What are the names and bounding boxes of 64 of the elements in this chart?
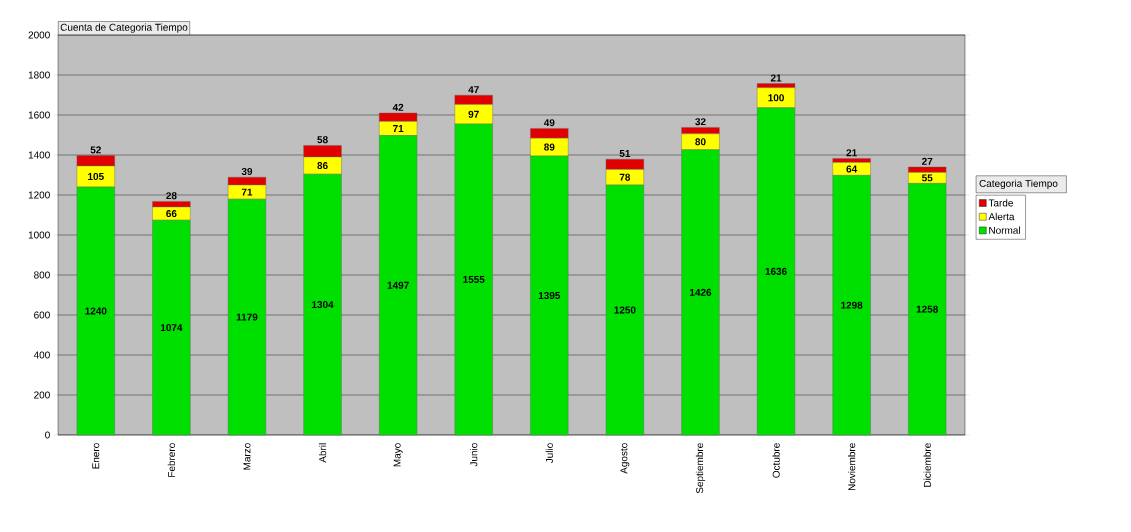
- y-tick-label: 800: [34, 271, 50, 279]
- y-tick-label: 400: [33, 351, 50, 359]
- data-label: 71: [393, 125, 404, 132]
- y-tick-label: 1000: [28, 231, 50, 239]
- data-label: 39: [241, 167, 253, 175]
- x-tick-label: Mayo: [393, 443, 403, 467]
- data-label: 49: [543, 119, 555, 127]
- x-tick-label: Agosto: [620, 443, 630, 474]
- y-tick-label: 1600: [28, 111, 50, 119]
- data-label: 47: [468, 86, 479, 93]
- y-tick-label: 1200: [28, 191, 50, 199]
- x-tick-label: Febrero: [167, 443, 176, 477]
- data-label: 21: [770, 74, 782, 82]
- data-label: 55: [921, 174, 933, 182]
- data-label: 86: [317, 162, 328, 170]
- x-tick-label: Enero: [92, 443, 100, 469]
- data-label: 1426: [690, 288, 712, 296]
- legend-label: Alerta: [988, 212, 1015, 221]
- data-label: 58: [317, 136, 328, 144]
- data-label: 1179: [236, 313, 258, 321]
- x-tick-label: Marzo: [243, 443, 251, 470]
- data-label: 80: [695, 138, 706, 146]
- data-label: 21: [846, 149, 857, 157]
- data-label: 1258: [916, 305, 938, 313]
- legend-label: Tarde: [988, 199, 1013, 207]
- data-label: 32: [695, 118, 706, 126]
- data-label: 100: [768, 94, 784, 102]
- y-tick-label: 1400: [28, 151, 50, 159]
- data-label: 1636: [765, 267, 787, 275]
- data-label: 28: [166, 192, 177, 200]
- data-label: 97: [468, 110, 479, 118]
- y-tick-label: 200: [34, 391, 50, 399]
- y-tick-label: 2000: [28, 31, 50, 39]
- y-tick-label: 0: [45, 431, 50, 439]
- data-label: 1074: [160, 324, 183, 332]
- x-tick-label: Octubre: [772, 443, 780, 478]
- y-tick-label: 600: [34, 311, 50, 319]
- data-label: 42: [392, 103, 404, 111]
- data-label: 1250: [614, 306, 636, 314]
- data-label: 51: [619, 150, 631, 157]
- data-label: 78: [619, 173, 631, 181]
- data-label: 52: [90, 146, 101, 154]
- legend-title: Categoria Tiempo: [979, 179, 1058, 189]
- x-tick-label: Noviembre: [847, 443, 856, 491]
- data-label: 1497: [387, 281, 409, 289]
- chart-title: Cuenta de Categoria Tiempo: [60, 23, 188, 33]
- data-label: 27: [922, 157, 933, 165]
- x-tick-label: Junio: [470, 443, 478, 467]
- data-label: 66: [166, 210, 177, 218]
- data-label: 1298: [841, 301, 863, 309]
- data-label: 64: [846, 165, 858, 173]
- data-label: 1304: [312, 301, 334, 309]
- data-label: 1555: [463, 276, 485, 283]
- x-tick-label: Septiembre: [695, 443, 706, 494]
- data-label: 1395: [538, 291, 561, 300]
- data-label: 71: [241, 188, 253, 196]
- x-tick-label: Julio: [545, 443, 553, 464]
- data-label: 89: [544, 143, 555, 151]
- x-tick-label: Abril: [318, 443, 327, 463]
- data-label: 105: [88, 172, 104, 181]
- legend-label: Normal: [989, 226, 1020, 234]
- y-tick-label: 1800: [28, 71, 50, 79]
- x-tick-label: Diciembre: [923, 443, 931, 487]
- data-label: 1240: [85, 307, 107, 315]
